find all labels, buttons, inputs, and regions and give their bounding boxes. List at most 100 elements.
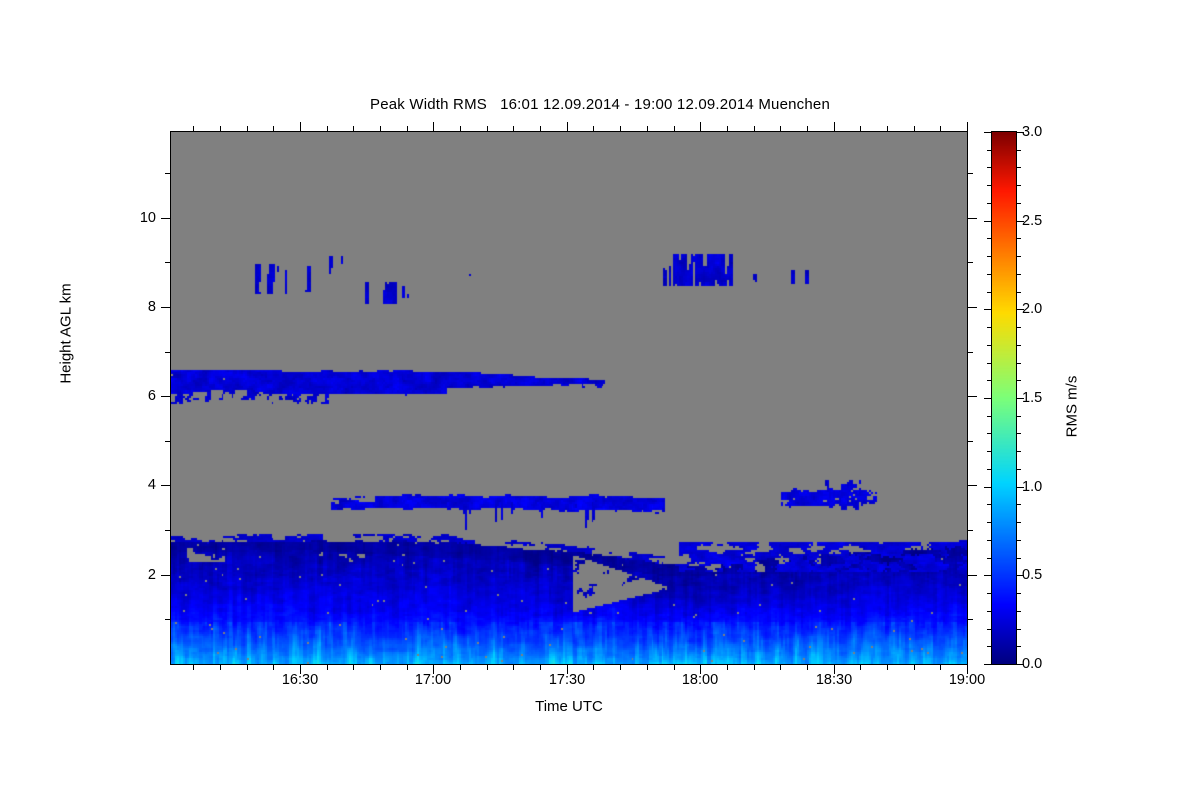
x-minor-tick [674, 126, 675, 131]
y-tick-label: 2 [147, 567, 156, 583]
colorbar-minor-tick [987, 292, 991, 293]
colorbar [991, 131, 1017, 665]
x-major-tick [967, 122, 968, 131]
colorbar-tick-label: 2.5 [1022, 213, 1043, 229]
colorbar-minor-tick [987, 558, 991, 559]
x-minor-tick [460, 126, 461, 131]
colorbar-minor-tick [1017, 416, 1021, 417]
colorbar-minor-tick [1017, 185, 1021, 186]
colorbar-minor-tick [1017, 593, 1021, 594]
page-title: Peak Width RMS 16:01 12.09.2014 - 19:00 … [369, 96, 830, 113]
x-minor-tick [193, 665, 194, 670]
colorbar-minor-tick [1017, 629, 1021, 630]
colorbar-minor-tick [1017, 150, 1021, 151]
colorbar-major-tick [1017, 221, 1024, 222]
colorbar-title: RMS m/s [1063, 375, 1081, 438]
colorbar-minor-tick [987, 327, 991, 328]
y-minor-tick [968, 173, 973, 174]
y-major-tick [968, 485, 977, 486]
x-minor-tick [807, 665, 808, 670]
x-minor-tick [247, 126, 248, 131]
colorbar-tick-label: 0.5 [1022, 567, 1043, 583]
x-minor-tick [513, 665, 514, 670]
colorbar-minor-tick [987, 167, 991, 168]
y-minor-tick [165, 173, 170, 174]
colorbar-major-tick [1017, 664, 1024, 665]
x-major-tick [300, 665, 301, 674]
colorbar-major-tick [984, 398, 991, 399]
colorbar-tick-label: 0.0 [1022, 656, 1043, 672]
colorbar-major-tick [1017, 487, 1024, 488]
x-minor-tick [647, 126, 648, 131]
y-minor-tick [165, 530, 170, 531]
y-minor-tick [968, 619, 973, 620]
x-minor-tick [407, 126, 408, 131]
x-tick-label: 17:30 [548, 672, 586, 688]
x-tick-label: 17:00 [414, 672, 452, 688]
x-minor-tick [754, 126, 755, 131]
colorbar-minor-tick [987, 150, 991, 151]
colorbar-minor-tick [1017, 646, 1021, 647]
colorbar-minor-tick [987, 256, 991, 257]
colorbar-minor-tick [987, 203, 991, 204]
x-minor-tick [460, 665, 461, 670]
colorbar-minor-tick [987, 611, 991, 612]
colorbar-minor-tick [1017, 292, 1021, 293]
x-minor-tick [754, 665, 755, 670]
x-major-tick [700, 665, 701, 674]
x-minor-tick [674, 665, 675, 670]
colorbar-major-tick [984, 132, 991, 133]
colorbar-minor-tick [987, 522, 991, 523]
colorbar-gradient [992, 132, 1016, 664]
x-major-tick [567, 122, 568, 131]
colorbar-major-tick [984, 664, 991, 665]
x-major-tick [433, 665, 434, 674]
colorbar-major-tick [1017, 398, 1024, 399]
y-axis-title: Height AGL km [57, 283, 75, 384]
x-major-tick [567, 665, 568, 674]
colorbar-minor-tick [987, 504, 991, 505]
x-minor-tick [487, 665, 488, 670]
colorbar-minor-tick [987, 185, 991, 186]
x-major-tick [433, 122, 434, 131]
colorbar-minor-tick [987, 629, 991, 630]
colorbar-minor-tick [1017, 256, 1021, 257]
colorbar-minor-tick [987, 274, 991, 275]
y-major-tick [161, 218, 170, 219]
colorbar-minor-tick [1017, 522, 1021, 523]
x-minor-tick [860, 126, 861, 131]
colorbar-minor-tick [987, 238, 991, 239]
x-minor-tick [620, 126, 621, 131]
x-minor-tick [220, 665, 221, 670]
x-minor-tick [327, 126, 328, 131]
x-minor-tick [513, 126, 514, 131]
y-minor-tick [968, 441, 973, 442]
colorbar-tick-label: 2.0 [1022, 301, 1043, 317]
x-minor-tick [487, 126, 488, 131]
x-axis-title: Time UTC [535, 698, 603, 715]
x-minor-tick [780, 126, 781, 131]
x-minor-tick [940, 665, 941, 670]
x-minor-tick [273, 665, 274, 670]
x-major-tick [834, 122, 835, 131]
x-minor-tick [807, 126, 808, 131]
colorbar-minor-tick [987, 345, 991, 346]
colorbar-minor-tick [1017, 380, 1021, 381]
y-major-tick [968, 575, 977, 576]
colorbar-major-tick [984, 221, 991, 222]
x-minor-tick [327, 665, 328, 670]
colorbar-minor-tick [1017, 167, 1021, 168]
y-major-tick [968, 218, 977, 219]
colorbar-minor-tick [987, 646, 991, 647]
colorbar-major-tick [984, 487, 991, 488]
x-minor-tick [247, 665, 248, 670]
y-minor-tick [968, 530, 973, 531]
x-minor-tick [593, 665, 594, 670]
x-major-tick [700, 122, 701, 131]
x-minor-tick [620, 665, 621, 670]
y-minor-tick [968, 262, 973, 263]
heatmap-plot-area [170, 131, 968, 665]
x-minor-tick [940, 126, 941, 131]
colorbar-minor-tick [1017, 558, 1021, 559]
x-minor-tick [780, 665, 781, 670]
